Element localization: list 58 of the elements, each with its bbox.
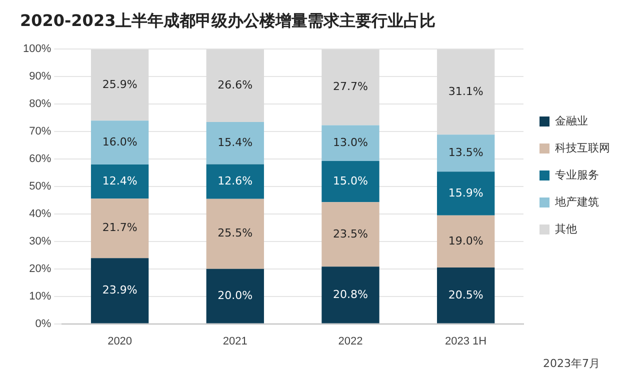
bar <box>90 120 149 165</box>
y-tick-label: 90% <box>29 70 52 83</box>
legend-label: 其他 <box>555 222 577 236</box>
y-tick-label: 60% <box>29 153 52 166</box>
bar <box>322 202 380 267</box>
x-tick-label: 2020 <box>108 335 132 348</box>
bar <box>322 160 380 202</box>
y-tick-label: 0% <box>35 318 52 330</box>
data-label: 23.5% <box>333 227 368 240</box>
y-tick-label: 40% <box>29 208 52 220</box>
data-label: 20.8% <box>333 288 368 301</box>
bar <box>322 125 380 161</box>
data-label: 25.9% <box>102 78 138 91</box>
bar <box>436 268 495 324</box>
data-label: 27.7% <box>333 80 368 94</box>
data-label: 15.9% <box>448 186 484 200</box>
bar <box>436 134 495 172</box>
bar <box>206 122 264 164</box>
data-label: 25.5% <box>218 226 253 240</box>
x-tick-label: 2021 <box>222 335 248 348</box>
y-tick-label: 20% <box>29 262 52 275</box>
data-label: 12.4% <box>102 174 138 188</box>
bar <box>90 198 149 258</box>
data-label: 15.0% <box>333 174 368 188</box>
data-label: 12.6% <box>218 174 253 188</box>
y-tick-label: 80% <box>29 98 52 110</box>
data-label: 20.0% <box>218 288 253 302</box>
data-label: 13.0% <box>333 136 368 149</box>
legend-label: 地产建筑 <box>554 196 599 209</box>
bar <box>436 172 495 216</box>
bar <box>90 164 149 199</box>
y-tick-label: 100% <box>22 43 52 56</box>
bar <box>206 164 264 199</box>
data-label: 13.5% <box>448 146 484 159</box>
bar <box>206 268 264 324</box>
legend-label: 金融业 <box>555 114 588 128</box>
bar <box>90 258 149 324</box>
legend-label: 科技互联网 <box>555 142 610 155</box>
y-tick-label: 50% <box>29 180 52 193</box>
data-label: 20.5% <box>448 288 484 302</box>
y-tick-label: 70% <box>29 126 52 138</box>
x-tick-label: 2023 1H <box>445 335 487 348</box>
bar <box>322 266 380 324</box>
data-label: 26.6% <box>218 78 253 92</box>
bar <box>206 198 264 269</box>
data-label: 23.9% <box>102 284 138 297</box>
chart-title: 2020-2023上半年成都甲级办公楼增量需求主要行业占比 <box>20 10 436 30</box>
data-label: 19.0% <box>448 234 484 248</box>
text: 2023年7月 <box>543 356 600 371</box>
data-label: 31.1% <box>448 84 484 98</box>
data-label: 16.0% <box>102 135 138 148</box>
data-label: 21.7% <box>102 221 138 234</box>
y-tick-label: 30% <box>29 235 52 248</box>
x-tick-label: 2022 <box>338 335 363 348</box>
bar <box>436 215 495 268</box>
data-label: 15.4% <box>218 136 253 149</box>
legend-label: 专业服务 <box>555 168 599 182</box>
y-tick-label: 10% <box>29 290 52 302</box>
